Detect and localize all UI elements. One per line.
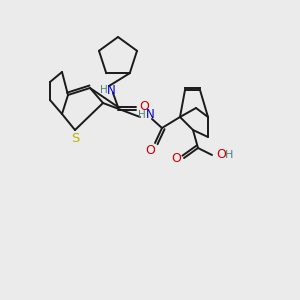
Text: O: O [171,152,181,164]
Text: H: H [138,110,146,120]
Text: S: S [71,131,79,145]
Text: O: O [145,143,155,157]
Text: O: O [139,100,149,113]
Text: H: H [225,150,233,160]
Text: H: H [100,85,108,95]
Text: N: N [146,109,154,122]
Text: N: N [106,83,116,97]
Text: O: O [216,148,226,161]
